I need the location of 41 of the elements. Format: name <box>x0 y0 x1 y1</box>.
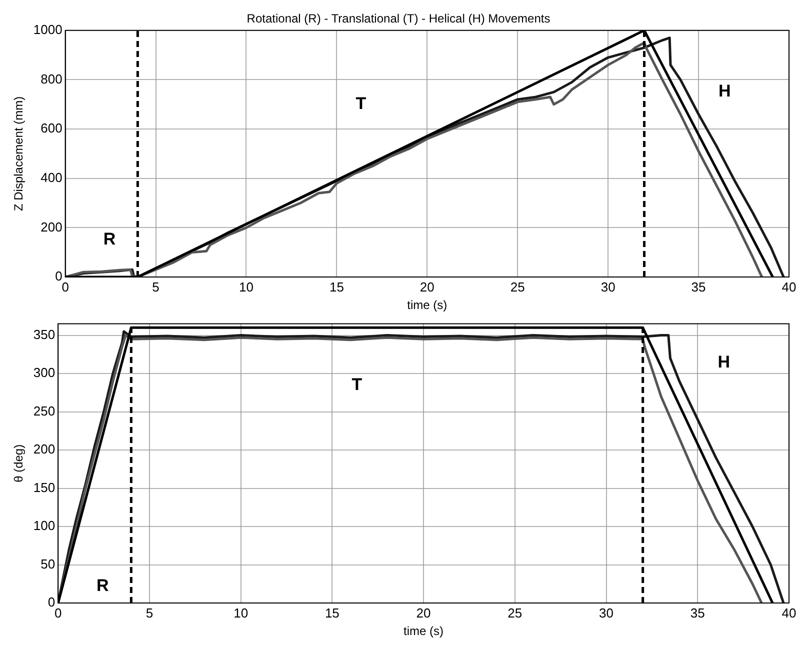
y-tick-label: 200 <box>40 219 62 234</box>
y-tick-label: 400 <box>40 170 62 185</box>
y-tick-label: 600 <box>40 120 62 136</box>
x-tick-label: 10 <box>234 605 248 620</box>
y-tick-label: 50 <box>40 556 56 572</box>
annotation: T <box>352 374 363 394</box>
x-tick-label: 35 <box>690 605 705 620</box>
x-tick-label: 15 <box>324 605 340 620</box>
x-tick-label: 25 <box>508 605 522 620</box>
x-tick-label: 5 <box>146 605 154 620</box>
annotation: H <box>718 82 731 101</box>
x-axis-title: time (s) <box>404 624 444 638</box>
x-tick-label: 35 <box>691 279 706 294</box>
chart-title: Rotational (R) - Translational (T) - Helical (H) Movements <box>246 12 550 26</box>
x-tick-label: 30 <box>600 279 616 294</box>
y-tick-label: 150 <box>33 480 56 495</box>
y-tick-label: 250 <box>33 403 56 418</box>
annotation: R <box>103 230 116 249</box>
x-axis-title: time (s) <box>407 298 448 312</box>
annotation: R <box>96 576 109 595</box>
y-axis-title: Z Displacement (mm) <box>12 96 26 212</box>
x-tick-label: 15 <box>329 279 344 294</box>
y-tick-label: 200 <box>33 442 56 457</box>
y-tick-label: 0 <box>55 268 62 284</box>
x-tick-label: 5 <box>152 279 160 294</box>
annotation: T <box>356 94 367 114</box>
x-tick-label: 20 <box>420 279 434 294</box>
x-tick-label: 30 <box>599 605 614 620</box>
annotation: H <box>718 352 730 372</box>
y-tick-label: 1000 <box>33 22 62 37</box>
y-axis-title: θ (deg) <box>12 444 26 482</box>
x-tick-label: 40 <box>782 279 796 294</box>
y-tick-label: 800 <box>40 71 62 86</box>
y-tick-label: 0 <box>48 594 56 610</box>
x-tick-label: 10 <box>239 279 254 294</box>
x-tick-label: 20 <box>416 605 431 620</box>
y-tick-label: 100 <box>33 518 56 534</box>
y-tick-label: 350 <box>33 326 56 342</box>
x-tick-label: 25 <box>510 279 525 294</box>
x-tick-label: 40 <box>782 605 796 620</box>
y-tick-label: 300 <box>33 365 56 380</box>
